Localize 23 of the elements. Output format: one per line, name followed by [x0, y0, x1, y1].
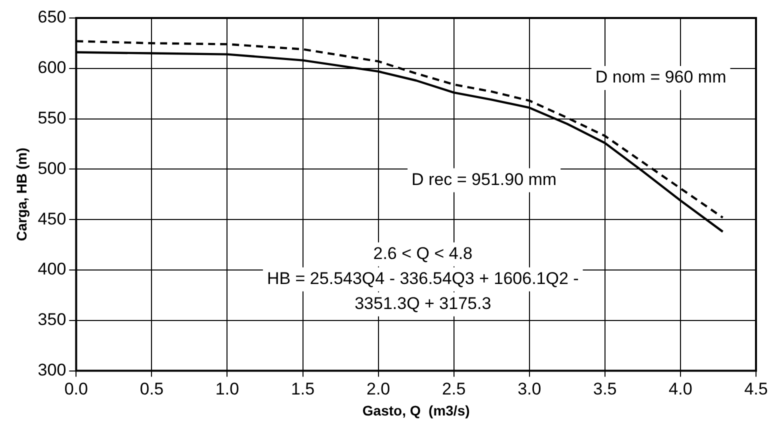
x-tick-label: 1.5 — [290, 380, 315, 399]
annotation: 2.6 < Q < 4.8 HB = 25.543Q4 - 336.54Q3 + 1606.1Q2 - 3351.3Q + 3175.3 — [266, 244, 579, 314]
x-tick-label: 4.0 — [668, 380, 692, 399]
x-tick-label: 4.5 — [744, 380, 768, 399]
x-tick-label: 2.0 — [366, 380, 390, 399]
x-tick-label: 0.0 — [64, 380, 88, 399]
x-tick-label: 0.5 — [140, 380, 164, 399]
x-tick-label: 2.5 — [442, 380, 466, 399]
y-tick-label: 650 — [38, 8, 66, 27]
x-axis-title: Gasto, Q (m3/s) — [362, 402, 470, 418]
y-tick-label: 550 — [38, 108, 66, 128]
annotation: D nom = 960 mm — [595, 68, 726, 87]
y-tick-label: 500 — [38, 158, 66, 178]
x-tick-label: 1.0 — [215, 380, 240, 399]
x-tick-label: 3.5 — [593, 380, 617, 399]
y-tick-label: 350 — [38, 310, 66, 330]
y-tick-label: 600 — [38, 58, 66, 78]
annotation: D rec = 951.90 mm — [412, 170, 557, 189]
y-tick-label: 300 — [38, 360, 66, 380]
y-axis-title: Carga, HB (m) — [13, 148, 30, 242]
x-tick-label: 3.0 — [518, 380, 542, 399]
y-tick-label: 450 — [38, 209, 66, 228]
y-tick-label: 400 — [38, 260, 66, 279]
